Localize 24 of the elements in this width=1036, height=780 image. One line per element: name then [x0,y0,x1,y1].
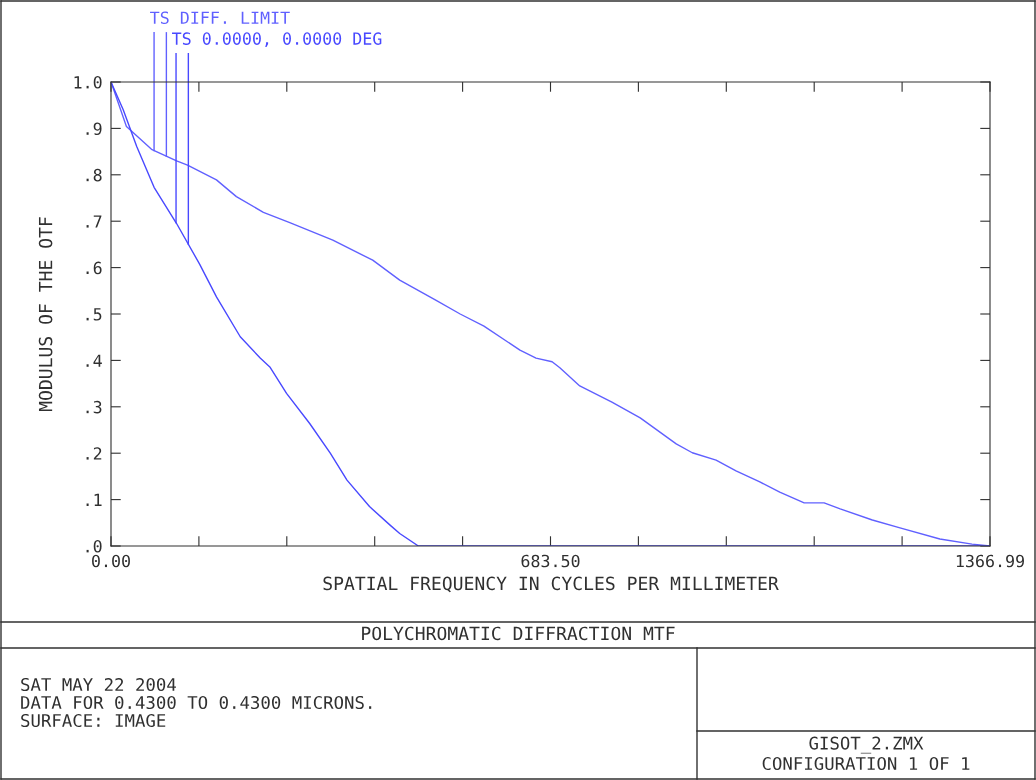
x-tick-label: 683.50 [521,554,580,568]
text: CONFIGURATION 1 OF 1 [762,756,970,771]
y-tick-label: .6 [86,261,102,275]
y-tick-label: 1.0 [74,76,102,89]
text: TS 0.0000, 0.0000 DEG [172,32,382,47]
text: SURFACE: IMAGE [21,713,166,728]
y-tick-label: .8 [86,168,102,182]
y-tick-label: .5 [86,308,102,321]
text: TS DIFF. LIMIT [150,11,290,25]
y-axis-title: MODULUS OF THE OTF [38,217,53,412]
x-tick-label: 1366.99 [956,554,1024,568]
y-tick-label: .4 [86,354,102,367]
x-tick-label: 0.00 [92,554,130,568]
x-axis-title: SPATIAL FREQUENCY IN CYCLES PER MILLIMETER [323,576,779,593]
y-tick-label: .2 [86,447,102,460]
text: GISOT_2.ZMX [809,736,924,754]
y-tick-label: .7 [86,215,102,228]
y-tick-label: .9 [86,122,102,136]
text: SAT MAY 22 2004 [21,677,176,692]
y-tick-label: .3 [86,400,102,414]
y-tick-label: .0 [86,540,102,553]
text: DATA FOR 0.4300 TO 0.4300 MICRONS. [21,695,372,710]
y-tick-label: .1 [86,493,102,506]
text: POLYCHROMATIC DIFFRACTION MTF [362,626,675,641]
